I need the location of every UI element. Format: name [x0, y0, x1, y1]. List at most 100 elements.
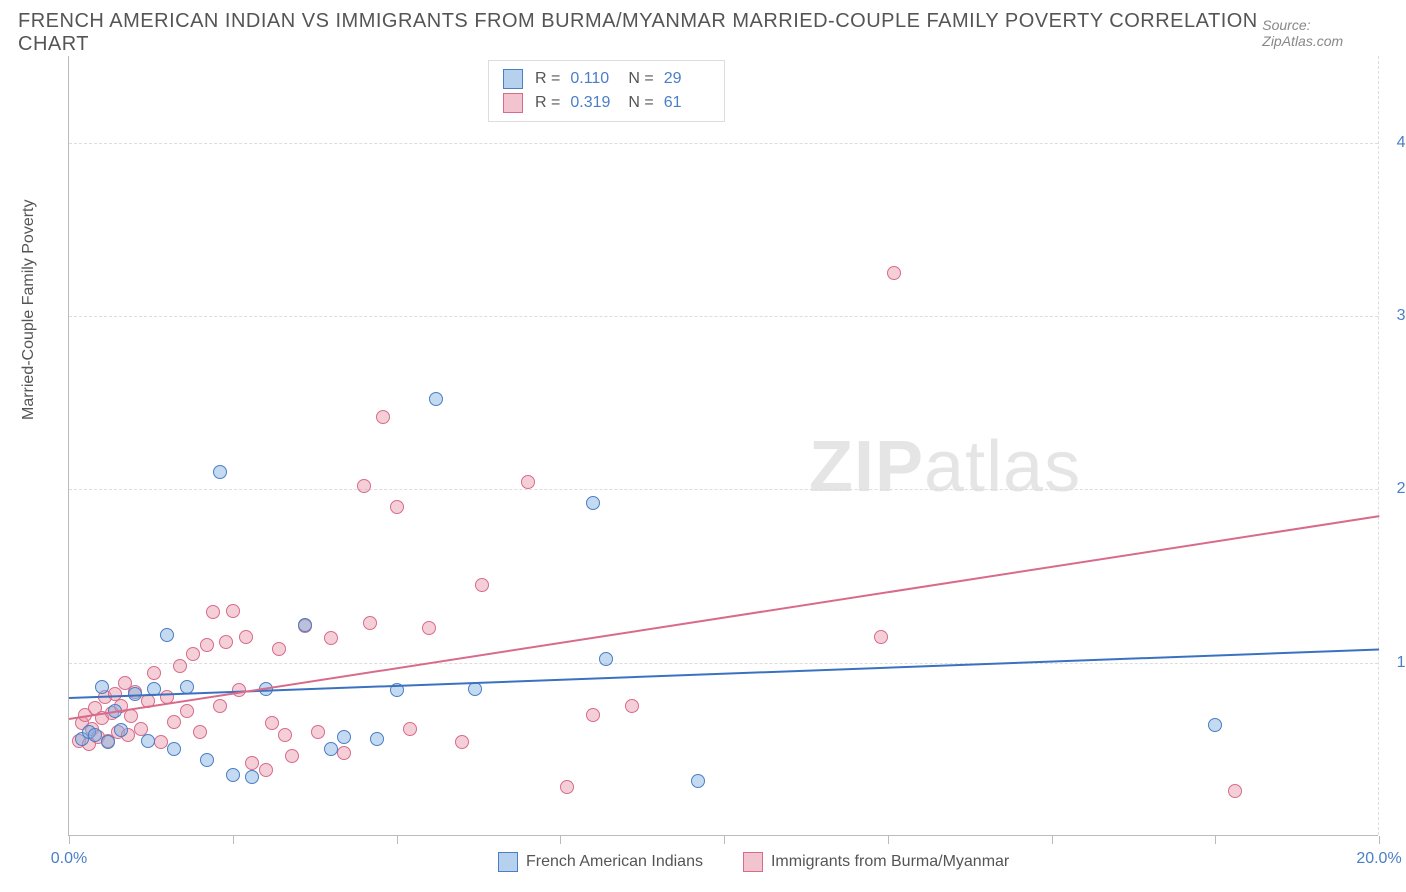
n-label: N = [628, 70, 653, 88]
scatter-point-blue [160, 628, 174, 642]
y-tick-label: 20.0% [1397, 480, 1406, 498]
r-value-blue: 0.110 [570, 70, 616, 88]
legend-item-blue: French American Indians [498, 852, 703, 872]
swatch-pink-icon [743, 852, 763, 872]
stats-legend: R = 0.110 N = 29 R = 0.319 N = 61 [488, 60, 725, 122]
scatter-point-pink [180, 704, 194, 718]
r-label: R = [535, 94, 560, 112]
scatter-point-blue [599, 652, 613, 666]
scatter-point-blue [586, 496, 600, 510]
scatter-point-blue [324, 742, 338, 756]
chart-title: FRENCH AMERICAN INDIAN VS IMMIGRANTS FRO… [18, 10, 1262, 56]
x-tick-label: 0.0% [51, 850, 87, 868]
scatter-point-blue [114, 723, 128, 737]
scatter-point-pink [1228, 784, 1242, 798]
scatter-point-blue [213, 465, 227, 479]
scatter-point-pink [422, 621, 436, 635]
scatter-point-blue [429, 392, 443, 406]
scatter-point-blue [337, 730, 351, 744]
scatter-point-pink [193, 725, 207, 739]
gridline-h [69, 316, 1378, 317]
n-value-blue: 29 [664, 70, 710, 88]
bottom-legend: French American Indians Immigrants from … [498, 852, 1009, 872]
scatter-point-blue [245, 770, 259, 784]
scatter-point-pink [226, 604, 240, 618]
legend-item-pink: Immigrants from Burma/Myanmar [743, 852, 1009, 872]
scatter-point-blue [141, 734, 155, 748]
swatch-blue-icon [503, 69, 523, 89]
scatter-point-pink [887, 266, 901, 280]
y-tick-label: 10.0% [1397, 654, 1406, 672]
n-label: N = [628, 94, 653, 112]
scatter-point-pink [239, 630, 253, 644]
x-tick-label: 20.0% [1356, 850, 1401, 868]
scatter-point-pink [285, 749, 299, 763]
scatter-point-pink [363, 616, 377, 630]
scatter-point-pink [173, 659, 187, 673]
chart-header: FRENCH AMERICAN INDIAN VS IMMIGRANTS FRO… [18, 10, 1388, 56]
scatter-point-pink [200, 638, 214, 652]
swatch-blue-icon [498, 852, 518, 872]
scatter-point-blue [88, 728, 102, 742]
n-value-pink: 61 [664, 94, 710, 112]
x-tick [1379, 836, 1380, 844]
scatter-point-pink [147, 666, 161, 680]
scatter-point-pink [124, 709, 138, 723]
x-tick [888, 836, 889, 844]
stats-row-pink: R = 0.319 N = 61 [503, 91, 710, 115]
scatter-point-pink [324, 631, 338, 645]
scatter-point-pink [455, 735, 469, 749]
scatter-point-pink [586, 708, 600, 722]
scatter-point-blue [95, 680, 109, 694]
scatter-point-blue [167, 742, 181, 756]
scatter-point-blue [200, 753, 214, 767]
chart-area: ZIPatlas 10.0%20.0%30.0%40.0%0.0%20.0% R… [68, 56, 1378, 836]
legend-label-pink: Immigrants from Burma/Myanmar [771, 853, 1009, 871]
plot-region: ZIPatlas 10.0%20.0%30.0%40.0%0.0%20.0% [68, 56, 1378, 836]
scatter-point-pink [403, 722, 417, 736]
r-value-pink: 0.319 [570, 94, 616, 112]
gridline-h [69, 663, 1378, 664]
scatter-point-blue [298, 618, 312, 632]
gridline-v [1378, 56, 1379, 835]
scatter-point-pink [874, 630, 888, 644]
scatter-point-pink [625, 699, 639, 713]
scatter-point-pink [206, 605, 220, 619]
legend-label-blue: French American Indians [526, 853, 703, 871]
scatter-point-pink [357, 479, 371, 493]
scatter-point-pink [265, 716, 279, 730]
scatter-point-pink [311, 725, 325, 739]
x-tick [1052, 836, 1053, 844]
watermark: ZIPatlas [809, 426, 1081, 508]
x-tick [397, 836, 398, 844]
scatter-point-pink [245, 756, 259, 770]
y-axis-label: Married-Couple Family Poverty [20, 199, 38, 420]
x-tick [233, 836, 234, 844]
source-label: Source: ZipAtlas.com [1262, 17, 1388, 49]
x-tick [724, 836, 725, 844]
scatter-point-blue [101, 735, 115, 749]
scatter-point-blue [226, 768, 240, 782]
y-tick-label: 30.0% [1397, 307, 1406, 325]
r-label: R = [535, 70, 560, 88]
scatter-point-pink [376, 410, 390, 424]
x-tick [69, 836, 70, 844]
scatter-point-pink [475, 578, 489, 592]
scatter-point-pink [390, 500, 404, 514]
y-tick-label: 40.0% [1397, 134, 1406, 152]
scatter-point-pink [259, 763, 273, 777]
scatter-point-pink [167, 715, 181, 729]
scatter-point-blue [691, 774, 705, 788]
trend-line-pink [69, 515, 1379, 720]
gridline-h [69, 143, 1378, 144]
stats-row-blue: R = 0.110 N = 29 [503, 67, 710, 91]
scatter-point-pink [219, 635, 233, 649]
scatter-point-blue [1208, 718, 1222, 732]
scatter-point-pink [186, 647, 200, 661]
gridline-h [69, 489, 1378, 490]
x-tick [560, 836, 561, 844]
scatter-point-pink [213, 699, 227, 713]
scatter-point-pink [278, 728, 292, 742]
scatter-point-pink [521, 475, 535, 489]
x-tick [1215, 836, 1216, 844]
